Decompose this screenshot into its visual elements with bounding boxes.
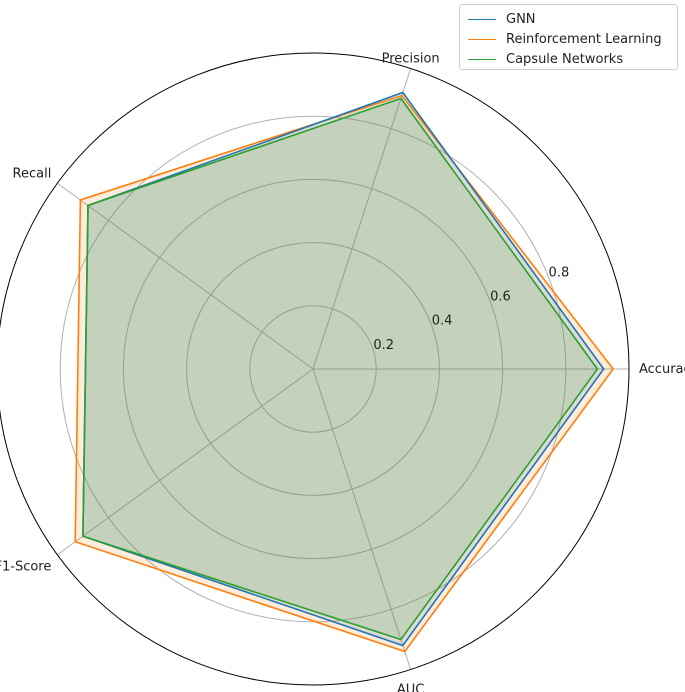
legend-label-reinforcement-learning: Reinforcement Learning <box>506 31 662 47</box>
series-fill-capsule-networks <box>82 98 598 640</box>
legend-label-capsule-networks: Capsule Networks <box>506 51 624 67</box>
legend-item-capsule-networks: Capsule Networks <box>468 49 623 69</box>
series-line-capsule-networks <box>82 97 599 641</box>
axis-label-precision: Precision <box>382 51 440 66</box>
legend-swatch-reinforcement-learning <box>468 38 496 40</box>
axis-label-auc: AUC <box>397 683 425 692</box>
axis-label-f1-score: F1-Score <box>0 560 51 575</box>
legend: GNN Reinforcement Learning Capsule Netwo… <box>459 4 678 70</box>
spoke-f1-score <box>57 368 314 556</box>
outer-frame <box>0 52 630 686</box>
series-fill-gnn <box>82 92 604 646</box>
spoke-auc <box>312 368 412 670</box>
legend-swatch-capsule-networks <box>468 58 496 60</box>
legend-item-gnn: GNN <box>468 9 536 29</box>
legend-item-reinforcement-learning: Reinforcement Learning <box>468 29 662 49</box>
spoke-recall <box>57 182 314 370</box>
series-fill-reinforcement-learning <box>75 95 614 652</box>
r-tick-label-0-2: 0.2 <box>373 338 394 353</box>
axis-label-accuracy: Accuracy <box>639 362 685 377</box>
r-tick-label-0-4: 0.4 <box>432 314 453 329</box>
spoke-precision <box>312 68 412 370</box>
r-tick-label-0-6: 0.6 <box>490 289 511 304</box>
axis-label-recall: Recall <box>13 166 52 181</box>
legend-swatch-gnn <box>468 18 496 20</box>
r-tick-label-0-8: 0.8 <box>549 265 570 280</box>
legend-label-gnn: GNN <box>506 11 536 27</box>
